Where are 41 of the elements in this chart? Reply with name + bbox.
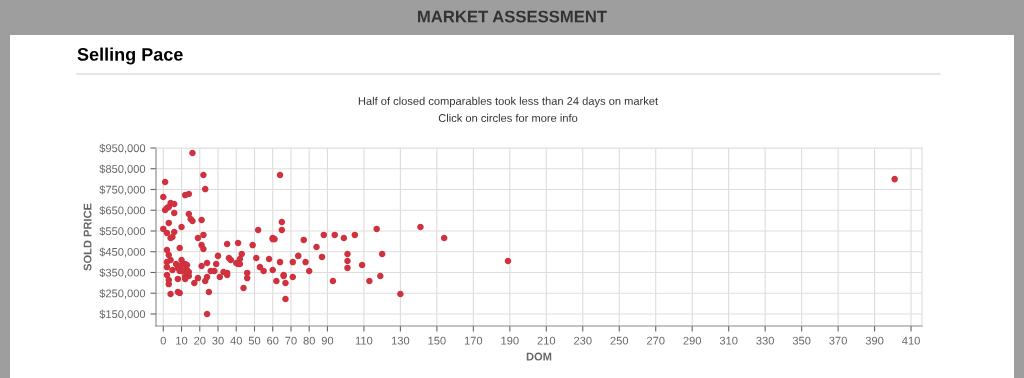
x-tick-label: 10 (176, 336, 188, 345)
x-tick-label: 210 (537, 336, 556, 345)
x-tick-label: 250 (610, 336, 629, 345)
text: MARKET ASSESSMENT (418, 10, 607, 23)
x-tick-label: 390 (865, 336, 884, 345)
y-tick-label: $850,000 (99, 164, 146, 175)
x-tick-label: 30 (212, 336, 224, 345)
x-tick-label: 350 (792, 336, 811, 345)
y-tick-label: $450,000 (99, 247, 146, 258)
x-tick-label: 290 (683, 336, 702, 345)
x-tick-label: 60 (267, 336, 279, 345)
x-axis-title: DOM (526, 352, 552, 361)
chart-subtitle: Half of closed comparables took less than 24 days on market (358, 96, 659, 108)
y-tick-label: $950,000 (99, 143, 146, 154)
x-tick-label: 150 (428, 336, 446, 345)
y-tick-label: $350,000 (99, 268, 146, 278)
y-axis-title: SOLD PRICE (83, 203, 92, 271)
y-tick-label: $150,000 (99, 309, 146, 320)
text: Click on circles for more info (438, 113, 578, 122)
chart-title: Selling Pace (77, 47, 183, 65)
y-tick-label: $650,000 (99, 206, 146, 216)
x-tick-label: 70 (285, 336, 297, 345)
x-tick-label: 410 (902, 336, 920, 345)
x-tick-label: 80 (303, 336, 315, 345)
x-tick-label: 90 (321, 336, 334, 345)
x-tick-label: 130 (391, 336, 410, 345)
x-tick-label: 50 (248, 336, 261, 345)
x-tick-label: 20 (194, 336, 206, 345)
x-tick-label: 170 (464, 336, 483, 345)
y-tick-label: $250,000 (99, 289, 146, 299)
x-tick-label: 0 (160, 336, 166, 345)
x-tick-label: 110 (355, 336, 373, 345)
x-tick-label: 310 (719, 336, 738, 345)
y-tick-label: $750,000 (99, 185, 146, 195)
x-tick-label: 230 (574, 336, 592, 345)
x-tick-label: 270 (647, 336, 665, 345)
x-tick-label: 190 (501, 336, 519, 345)
x-tick-label: 370 (829, 336, 847, 345)
y-tick-label: $550,000 (99, 226, 146, 237)
x-tick-label: 330 (756, 336, 774, 345)
x-tick-label: 40 (230, 336, 242, 345)
